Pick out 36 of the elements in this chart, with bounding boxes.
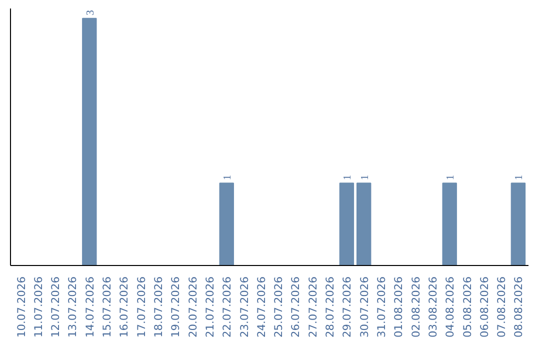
x-tick-label: 03.08.2026 bbox=[426, 276, 440, 338]
x-tick-label: 07.08.2026 bbox=[495, 276, 508, 338]
x-tick-label: 21.07.2026 bbox=[203, 276, 216, 338]
x-tick-label: 08.08.2026 bbox=[512, 276, 526, 338]
x-tick-label: 17.07.2026 bbox=[134, 276, 148, 338]
x-tick-label: 19.07.2026 bbox=[169, 276, 182, 338]
x-tick-label: 20.07.2026 bbox=[186, 276, 200, 338]
x-tick-label: 13.07.2026 bbox=[66, 276, 80, 338]
x-tick-label: 29.07.2026 bbox=[340, 276, 354, 338]
x-tick-label: 23.07.2026 bbox=[238, 276, 251, 338]
x-tick-label: 26.07.2026 bbox=[289, 276, 302, 338]
x-tick-label: 25.07.2026 bbox=[272, 276, 286, 338]
x-tick-label: 14.07.2026 bbox=[83, 276, 96, 338]
x-tick-label: 11.07.2026 bbox=[32, 276, 45, 338]
x-tick-label: 18.07.2026 bbox=[152, 276, 166, 338]
x-tick-label: 30.07.2026 bbox=[358, 276, 371, 338]
data-label: 1 bbox=[514, 174, 526, 180]
x-tick-label: 28.07.2026 bbox=[324, 276, 337, 338]
data-label: 1 bbox=[222, 174, 234, 180]
x-tick-label: 31.07.2026 bbox=[374, 276, 388, 338]
data-label: 3 bbox=[85, 10, 96, 16]
x-tick-label: 16.07.2026 bbox=[118, 276, 131, 338]
x-tick-label: 24.07.2026 bbox=[254, 276, 268, 338]
data-label: 1 bbox=[360, 174, 371, 180]
x-tick-label: 12.07.2026 bbox=[49, 276, 62, 338]
x-tick-label: 06.08.2026 bbox=[478, 276, 491, 338]
x-tick-label: 10.07.2026 bbox=[14, 276, 28, 338]
x-tick-label: 15.07.2026 bbox=[100, 276, 114, 338]
x-tick-label: 01.08.2026 bbox=[392, 276, 406, 338]
data-label: 1 bbox=[446, 174, 457, 180]
data-label: 1 bbox=[342, 174, 354, 180]
x-tick-label: 04.08.2026 bbox=[444, 276, 457, 338]
x-tick-label: 22.07.2026 bbox=[220, 276, 234, 338]
x-tick-label: 02.08.2026 bbox=[409, 276, 422, 338]
x-tick-label: 05.08.2026 bbox=[460, 276, 474, 338]
x-tick-label: 27.07.2026 bbox=[306, 276, 320, 338]
